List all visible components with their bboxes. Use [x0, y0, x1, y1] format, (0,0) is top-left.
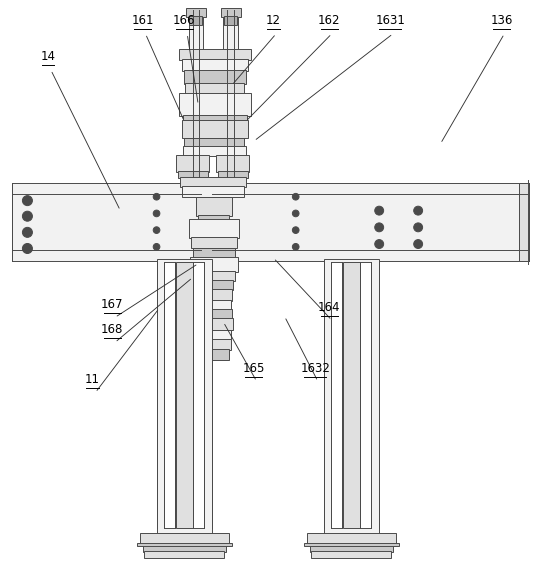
- Bar: [343, 262, 360, 528]
- Bar: [191, 237, 237, 248]
- Bar: [184, 70, 246, 84]
- Bar: [196, 330, 231, 340]
- Circle shape: [22, 243, 32, 254]
- Circle shape: [413, 239, 422, 248]
- Bar: [143, 544, 226, 552]
- Bar: [184, 138, 244, 147]
- Circle shape: [153, 227, 160, 233]
- Bar: [176, 262, 193, 528]
- Bar: [195, 338, 231, 350]
- Bar: [137, 543, 232, 546]
- Circle shape: [413, 206, 422, 215]
- Bar: [195, 197, 232, 216]
- Text: 12: 12: [266, 14, 281, 27]
- Circle shape: [22, 196, 32, 205]
- Bar: [194, 280, 233, 290]
- Bar: [331, 262, 342, 528]
- Text: 136: 136: [490, 14, 513, 27]
- Circle shape: [153, 194, 160, 200]
- Bar: [183, 115, 247, 122]
- Bar: [140, 534, 229, 546]
- Bar: [185, 83, 244, 94]
- Bar: [216, 155, 249, 171]
- Bar: [212, 183, 530, 261]
- Bar: [324, 259, 379, 535]
- Bar: [194, 318, 233, 331]
- Circle shape: [292, 194, 299, 200]
- Circle shape: [375, 239, 384, 248]
- Bar: [164, 262, 175, 528]
- Bar: [186, 8, 206, 17]
- Bar: [189, 16, 202, 25]
- Bar: [304, 543, 398, 546]
- Bar: [310, 544, 393, 552]
- Bar: [179, 93, 251, 116]
- Circle shape: [375, 223, 384, 232]
- Bar: [193, 271, 235, 281]
- Text: 167: 167: [101, 298, 123, 311]
- Text: 14: 14: [41, 50, 55, 63]
- Bar: [221, 8, 241, 17]
- Circle shape: [22, 211, 32, 221]
- Bar: [177, 170, 208, 178]
- Bar: [198, 349, 229, 360]
- Circle shape: [292, 243, 299, 250]
- Text: 1631: 1631: [376, 14, 405, 27]
- Bar: [157, 259, 212, 535]
- Bar: [311, 551, 391, 558]
- Bar: [360, 262, 371, 528]
- Text: 11: 11: [85, 373, 100, 386]
- Bar: [195, 289, 232, 301]
- Circle shape: [153, 243, 160, 250]
- Bar: [198, 215, 229, 222]
- Bar: [180, 177, 246, 187]
- Text: 166: 166: [173, 14, 196, 27]
- Bar: [197, 300, 230, 310]
- Bar: [179, 49, 251, 61]
- Text: 164: 164: [318, 301, 340, 314]
- Bar: [181, 121, 248, 138]
- Bar: [181, 59, 248, 71]
- Circle shape: [292, 210, 299, 217]
- Bar: [193, 262, 204, 528]
- Bar: [224, 16, 237, 25]
- Bar: [195, 309, 232, 319]
- Bar: [181, 186, 244, 198]
- Bar: [183, 145, 246, 156]
- Text: 162: 162: [318, 14, 340, 27]
- Bar: [189, 10, 203, 177]
- Bar: [223, 10, 238, 177]
- Text: 161: 161: [131, 14, 154, 27]
- Circle shape: [413, 223, 422, 232]
- Bar: [519, 183, 530, 261]
- Bar: [307, 534, 396, 546]
- Bar: [145, 551, 224, 558]
- Circle shape: [292, 227, 299, 233]
- Bar: [190, 258, 238, 272]
- Bar: [193, 248, 235, 258]
- Bar: [176, 155, 209, 171]
- Text: 165: 165: [243, 362, 265, 375]
- Bar: [218, 170, 248, 178]
- Text: 168: 168: [101, 323, 123, 336]
- Bar: [12, 183, 212, 261]
- Circle shape: [22, 228, 32, 237]
- Circle shape: [375, 206, 384, 215]
- Circle shape: [153, 210, 160, 217]
- Bar: [189, 219, 239, 238]
- Text: 1632: 1632: [300, 362, 330, 375]
